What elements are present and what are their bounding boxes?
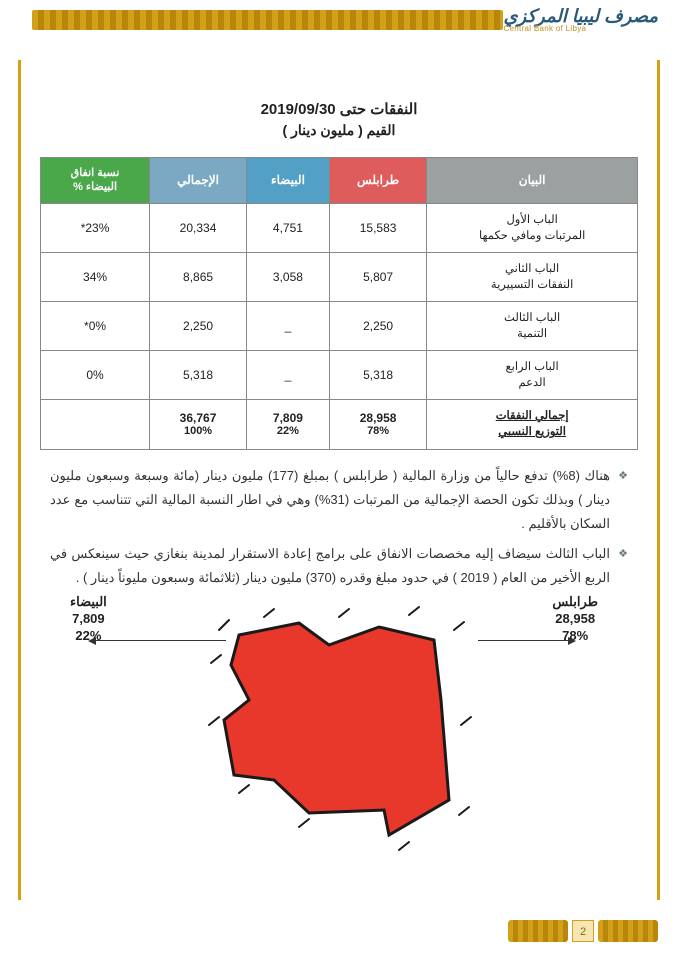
col-header-ijmali: الإجمالي	[150, 158, 247, 204]
cell-total-ijmali: 36,767100%	[150, 400, 247, 449]
nisba-l1: نسبة انفاق	[71, 167, 120, 179]
footer-ornament-right	[508, 920, 568, 942]
bank-logo: مصرف ليبيا المركزي Central Bank of Libya	[503, 7, 658, 33]
col-header-bayda: البيضاء	[246, 158, 329, 204]
cell-bayan: الباب الرابعالدعم	[427, 351, 638, 400]
cell-ijmali: 5,318	[150, 351, 247, 400]
cell-nisba: 34%	[41, 252, 150, 301]
col-header-tarabulus: طرابلس	[329, 158, 426, 204]
expenditure-table: البيان طرابلس البيضاء الإجمالي نسبة انفا…	[40, 157, 638, 450]
ornament-right	[657, 60, 660, 900]
note-item: الباب الثالث سيضاف إليه مخصصات الانفاق ع…	[50, 542, 628, 590]
table-row: الباب الثالثالتنمية2,250_2,2500%*	[41, 301, 638, 350]
document-subtitle: القيم ( مليون دينار )	[40, 122, 638, 139]
header-bar: مصرف ليبيا المركزي Central Bank of Libya	[0, 0, 678, 40]
callout-left-value: 28,958	[555, 611, 595, 626]
callout-left-name: طرابلس	[552, 594, 598, 609]
cell-bayda: 3,058	[246, 252, 329, 301]
cell-ijmali: 2,250	[150, 301, 247, 350]
cell-bayan: الباب الأولالمرتبات ومافي حكمها	[427, 203, 638, 252]
notes-list: هناك (8%) تدفع حالياً من وزارة المالية (…	[50, 464, 628, 590]
cell-total-tarabulus: 28,95878%	[329, 400, 426, 449]
cell-nisba: 0%*	[41, 301, 150, 350]
cell-bayan: الباب الثانيالنفقات التسييرية	[427, 252, 638, 301]
logo-english: Central Bank of Libya	[503, 25, 586, 33]
footer-ornament-left	[598, 920, 658, 942]
cell-nisba: 0%	[41, 351, 150, 400]
table-total-row: إجمالي النفقاتالتوزيع النسبي28,95878%7,8…	[41, 400, 638, 449]
table-row: الباب الثانيالنفقات التسييرية5,8073,0588…	[41, 252, 638, 301]
cell-tarabulus: 5,807	[329, 252, 426, 301]
ornament-top	[32, 10, 503, 30]
document-title: النفقات حتى 2019/09/30	[40, 100, 638, 118]
ornament-left	[18, 60, 21, 900]
callout-right-value: 7,809	[72, 611, 105, 626]
cell-ijmali: 8,865	[150, 252, 247, 301]
col-header-bayan: البيان	[427, 158, 638, 204]
cell-nisba: 23%*	[41, 203, 150, 252]
col-header-nisba: نسبة انفاق البيضاء %	[41, 158, 150, 204]
nisba-l2: البيضاء %	[73, 181, 117, 193]
cell-total-nisba	[41, 400, 150, 449]
cell-bayda: _	[246, 351, 329, 400]
cell-total-bayda: 7,80922%	[246, 400, 329, 449]
map-chart: طرابلس 28,958 78% البيضاء 7,809 22%	[40, 600, 638, 870]
page-number: 2	[572, 920, 594, 942]
cell-tarabulus: 5,318	[329, 351, 426, 400]
cell-bayan: الباب الثالثالتنمية	[427, 301, 638, 350]
libya-map-icon	[179, 605, 499, 865]
callout-right-name: البيضاء	[70, 594, 107, 609]
cell-total-bayan: إجمالي النفقاتالتوزيع النسبي	[427, 400, 638, 449]
cell-tarabulus: 2,250	[329, 301, 426, 350]
cell-bayda: _	[246, 301, 329, 350]
table-row: الباب الأولالمرتبات ومافي حكمها15,5834,7…	[41, 203, 638, 252]
cell-tarabulus: 15,583	[329, 203, 426, 252]
cell-bayda: 4,751	[246, 203, 329, 252]
note-item: هناك (8%) تدفع حالياً من وزارة المالية (…	[50, 464, 628, 536]
logo-arabic: مصرف ليبيا المركزي	[503, 7, 658, 25]
table-row: الباب الرابعالدعم5,318_5,3180%	[41, 351, 638, 400]
footer: 2	[20, 920, 658, 942]
cell-ijmali: 20,334	[150, 203, 247, 252]
